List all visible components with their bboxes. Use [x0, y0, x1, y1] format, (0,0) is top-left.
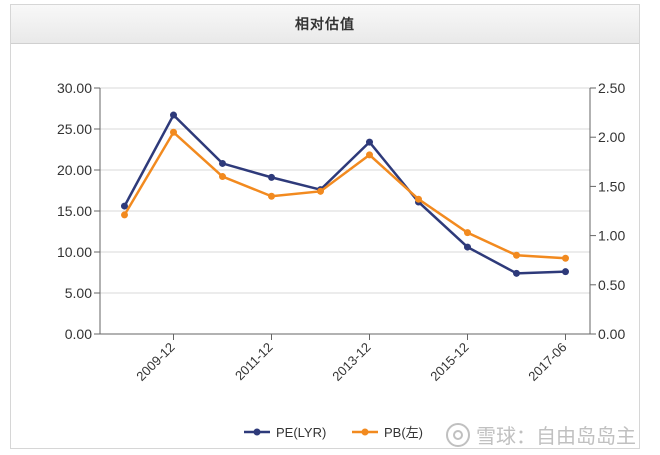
x-tick-label: 2009-12	[133, 340, 177, 384]
x-tick-label: 2013-12	[329, 340, 373, 384]
y-left-tick-label: 25.00	[57, 121, 92, 137]
data-point	[268, 192, 275, 200]
x-tick-label: 2017-06	[525, 340, 569, 384]
legend-label: PE(LYR)	[276, 425, 326, 440]
watermark-text: 雪球：自由岛岛主	[476, 424, 636, 448]
series-line-0	[123, 112, 566, 275]
data-point	[366, 151, 373, 159]
legend-marker	[253, 428, 261, 436]
data-point	[121, 211, 128, 219]
data-point	[121, 202, 128, 210]
data-point	[513, 269, 520, 277]
y-left-tick-label: 15.00	[57, 203, 92, 219]
y-left-tick-label: 0.00	[65, 326, 92, 342]
y-right-tick-label: 2.50	[598, 80, 625, 96]
data-point	[219, 159, 226, 167]
data-point	[317, 187, 324, 195]
data-point	[415, 195, 422, 203]
y-right-tick-label: 1.00	[598, 228, 625, 244]
chart-panel: 相对估值	[10, 4, 640, 449]
snowball-logo-icon	[446, 422, 470, 447]
y-left-tick-label: 5.00	[65, 285, 92, 301]
data-point	[366, 138, 373, 146]
y-right-tick-label: 2.00	[598, 129, 625, 145]
panel-title: 相对估值	[11, 5, 639, 44]
data-point	[513, 251, 520, 259]
series-line-1	[123, 130, 566, 260]
data-point	[170, 111, 177, 119]
y-left-tick-label: 10.00	[57, 244, 92, 260]
y-left-tick-label: 20.00	[57, 162, 92, 178]
data-point	[562, 254, 569, 262]
watermark: 雪球：自由岛岛主	[446, 420, 636, 449]
y-right-tick-label: 0.00	[598, 326, 625, 342]
data-point	[170, 128, 177, 136]
y-right-tick-label: 1.50	[598, 178, 625, 194]
y-right-tick-label: 0.50	[598, 277, 625, 293]
x-tick-label: 2015-12	[427, 340, 471, 384]
legend-label: PB(左)	[384, 425, 423, 440]
data-point	[562, 268, 569, 276]
legend-marker	[361, 428, 369, 436]
data-point	[219, 173, 226, 181]
data-point	[464, 243, 471, 251]
data-point	[268, 173, 275, 181]
data-point	[464, 229, 471, 237]
x-tick-label: 2011-12	[232, 340, 276, 384]
y-left-tick-label: 30.00	[57, 80, 92, 96]
